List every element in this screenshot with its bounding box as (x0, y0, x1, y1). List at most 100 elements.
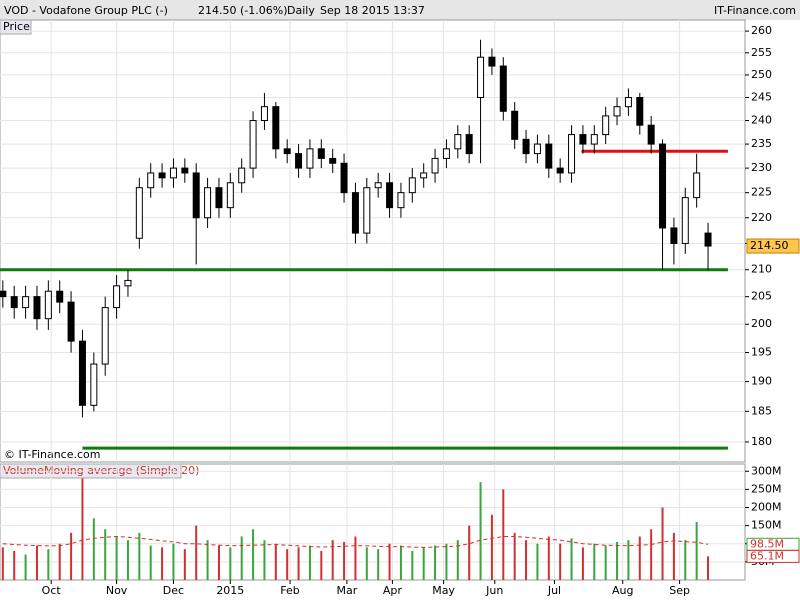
candle-body (135, 187, 143, 239)
y-tick-label: 195 (751, 346, 772, 359)
y-tick-label: 230 (751, 161, 772, 174)
y-tick-label: 250 (751, 68, 772, 81)
candle-body (681, 197, 689, 244)
candle-body (56, 290, 64, 303)
y-tick-label: 235 (751, 137, 772, 150)
y-tick-label: 260 (751, 24, 772, 37)
candle-body (283, 148, 291, 155)
ma-tag-label: 98.5M (750, 537, 784, 550)
chart-title: VOD - Vodafone Group PLC (-) (4, 4, 168, 17)
candle-body (363, 187, 371, 234)
y-tick-label: 250M (751, 482, 782, 495)
x-tick-label: Sep (669, 584, 690, 597)
candle-body (169, 167, 177, 179)
candle-body (215, 187, 223, 209)
candle-body (317, 148, 325, 159)
candle-body (624, 97, 632, 108)
ma-label: Moving average (Simple 20) (44, 464, 199, 477)
y-tick-label: 190 (751, 375, 772, 388)
candle-body (477, 56, 485, 99)
candle-body (647, 124, 655, 145)
y-tick-label: 255 (751, 46, 772, 59)
x-tick-label: Mar (337, 584, 358, 597)
candle-body (124, 279, 132, 287)
candle-body (204, 187, 212, 219)
timestamp: Sep 18 2015 13:37 (320, 4, 425, 17)
y-tick-label: 240 (751, 114, 772, 127)
candle-body (545, 143, 553, 169)
y-tick-label: 205 (751, 290, 772, 303)
candle-body (272, 106, 280, 150)
candle-body (158, 172, 166, 179)
x-tick-label: Dec (163, 584, 184, 597)
y-tick-label: 245 (751, 91, 772, 104)
volume-pane (0, 463, 746, 581)
candle-body (659, 143, 667, 229)
candle-body (101, 307, 109, 365)
candle-body (556, 167, 564, 174)
x-tick-label: Oct (42, 584, 62, 597)
y-tick-label: 200M (751, 501, 782, 514)
candle-body (636, 97, 644, 126)
candle-body (90, 363, 98, 406)
candle-body (568, 134, 576, 174)
x-tick-label: May (432, 584, 455, 597)
candle-body (386, 182, 394, 209)
y-tick-label: 225 (751, 186, 772, 199)
candle-body (670, 227, 678, 244)
price-tab (0, 19, 32, 35)
candle-body (420, 172, 428, 179)
candle-body (431, 157, 439, 174)
candle-body (454, 134, 462, 150)
candle-body (113, 285, 121, 309)
x-tick-label: Feb (280, 584, 299, 597)
candle-body (78, 340, 86, 406)
candle-body (590, 134, 598, 145)
candle-body (10, 296, 18, 309)
header-bar (0, 0, 800, 20)
y-tick-label: 180 (751, 435, 772, 448)
candle-body (499, 65, 507, 112)
candle-body (340, 162, 348, 194)
candle-body (249, 120, 257, 169)
candle-body (533, 143, 541, 155)
brand: IT-Finance.com (714, 4, 796, 17)
y-tick-label: 300M (751, 464, 782, 477)
interval: Daily (287, 4, 315, 17)
y-tick-label: 200 (751, 317, 772, 330)
y-tick-label: 210 (751, 263, 772, 276)
price-tag-label: 214.50 (750, 239, 789, 252)
candle-body (147, 172, 155, 189)
volume-label: Volume (3, 464, 44, 477)
candle-body (238, 167, 246, 184)
price-label: Price (3, 20, 30, 33)
price-pane (0, 19, 746, 463)
candle-body (306, 148, 314, 169)
candle-body (522, 138, 530, 155)
price-tag (746, 238, 800, 254)
candle-body (67, 301, 75, 342)
candle-body (260, 106, 268, 122)
volume-tag-label: 65.1M (750, 549, 784, 562)
candle-body (0, 290, 7, 298)
candle-body (22, 296, 30, 309)
x-tick-label: Jul (547, 584, 561, 597)
candle-body (613, 106, 621, 117)
candle-body (488, 56, 496, 67)
candle-body (226, 182, 234, 209)
candle-body (602, 115, 610, 136)
candle-body (397, 192, 405, 209)
candle-body (693, 172, 701, 199)
y-tick-label: 150M (751, 519, 782, 532)
candle-body (704, 232, 712, 247)
y-tick-label: 185 (751, 404, 772, 417)
x-tick-label: Nov (106, 584, 128, 597)
volume-tag (746, 549, 800, 563)
candle-body (511, 110, 519, 140)
quote: 214.50 (-1.06%) (198, 4, 287, 17)
candle-body (442, 148, 450, 159)
candle-body (351, 192, 359, 234)
copyright: © IT-Finance.com (4, 448, 101, 461)
y-tick-label: 220 (751, 211, 772, 224)
